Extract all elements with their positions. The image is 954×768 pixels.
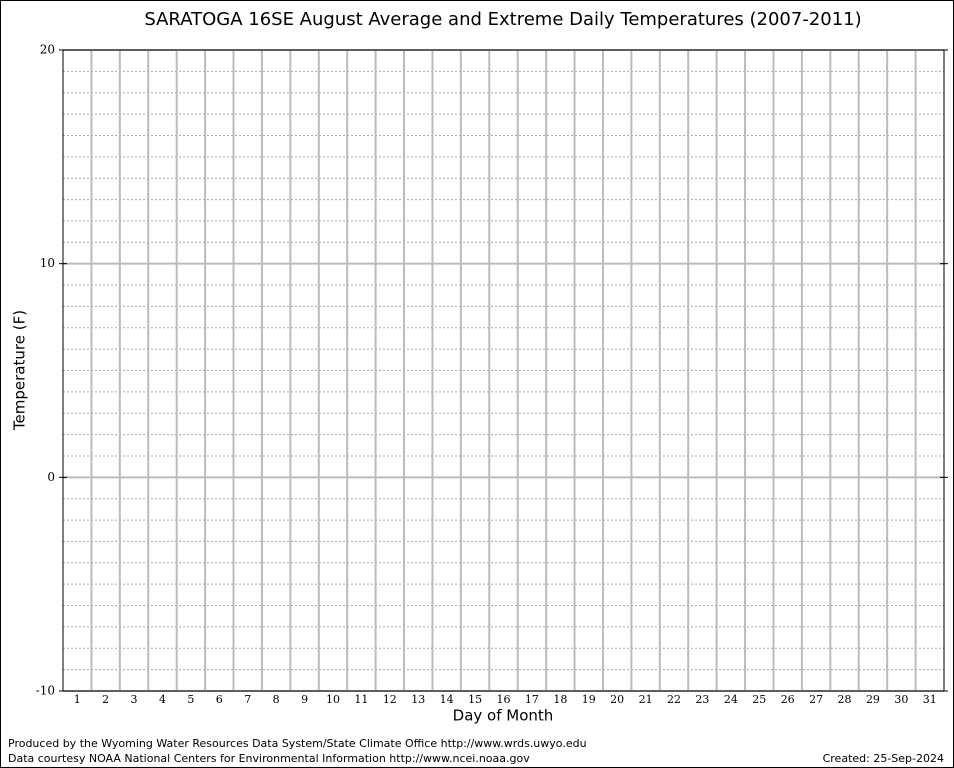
y-axis-label: Temperature (F) bbox=[11, 310, 29, 431]
x-tick-label: 25 bbox=[752, 693, 766, 706]
chart-title: SARATOGA 16SE August Average and Extreme… bbox=[144, 9, 861, 30]
x-tick-label: 31 bbox=[923, 693, 937, 706]
x-tick-label: 1 bbox=[74, 693, 81, 706]
x-tick-label: 21 bbox=[639, 693, 653, 706]
x-tick-label: 3 bbox=[131, 693, 138, 706]
x-tick-label: 28 bbox=[838, 693, 852, 706]
footer-date: Created: 25-Sep-2024 bbox=[823, 752, 944, 765]
x-tick-label: 14 bbox=[440, 693, 454, 706]
x-tick-label: 16 bbox=[497, 693, 511, 706]
x-axis-label: Day of Month bbox=[453, 707, 554, 725]
x-tick-label: 29 bbox=[866, 693, 880, 706]
y-tick-label: 0 bbox=[47, 470, 55, 484]
x-tick-label: 15 bbox=[468, 693, 482, 706]
x-tick-label: 27 bbox=[809, 693, 823, 706]
x-tick-label: 7 bbox=[244, 693, 251, 706]
x-tick-label: 17 bbox=[525, 693, 539, 706]
x-tick-label: 23 bbox=[695, 693, 709, 706]
y-tick-label: 20 bbox=[40, 43, 55, 57]
x-tick-label: 26 bbox=[781, 693, 795, 706]
x-tick-label: 4 bbox=[159, 693, 166, 706]
x-tick-label: 9 bbox=[301, 693, 308, 706]
x-tick-label: 10 bbox=[326, 693, 340, 706]
y-tick-label: 10 bbox=[40, 256, 55, 270]
x-tick-label: 5 bbox=[187, 693, 194, 706]
footer-note: Data courtesy NOAA National Centers for … bbox=[8, 752, 530, 765]
x-tick-label: 11 bbox=[354, 693, 368, 706]
x-tick-label: 8 bbox=[273, 693, 280, 706]
x-tick-label: 20 bbox=[610, 693, 624, 706]
x-tick-label: 30 bbox=[894, 693, 908, 706]
x-tick-label: 22 bbox=[667, 693, 681, 706]
x-tick-label: 12 bbox=[383, 693, 397, 706]
plot-frame bbox=[62, 49, 945, 692]
x-tick-label: 13 bbox=[411, 693, 425, 706]
x-tick-label: 18 bbox=[553, 693, 567, 706]
x-tick-label: 24 bbox=[724, 693, 738, 706]
footer-note: Produced by the Wyoming Water Resources … bbox=[8, 737, 587, 750]
x-tick-label: 6 bbox=[216, 693, 223, 706]
x-tick-label: 2 bbox=[102, 693, 109, 706]
x-tick-label: 19 bbox=[582, 693, 596, 706]
y-tick-label: -10 bbox=[36, 684, 55, 698]
